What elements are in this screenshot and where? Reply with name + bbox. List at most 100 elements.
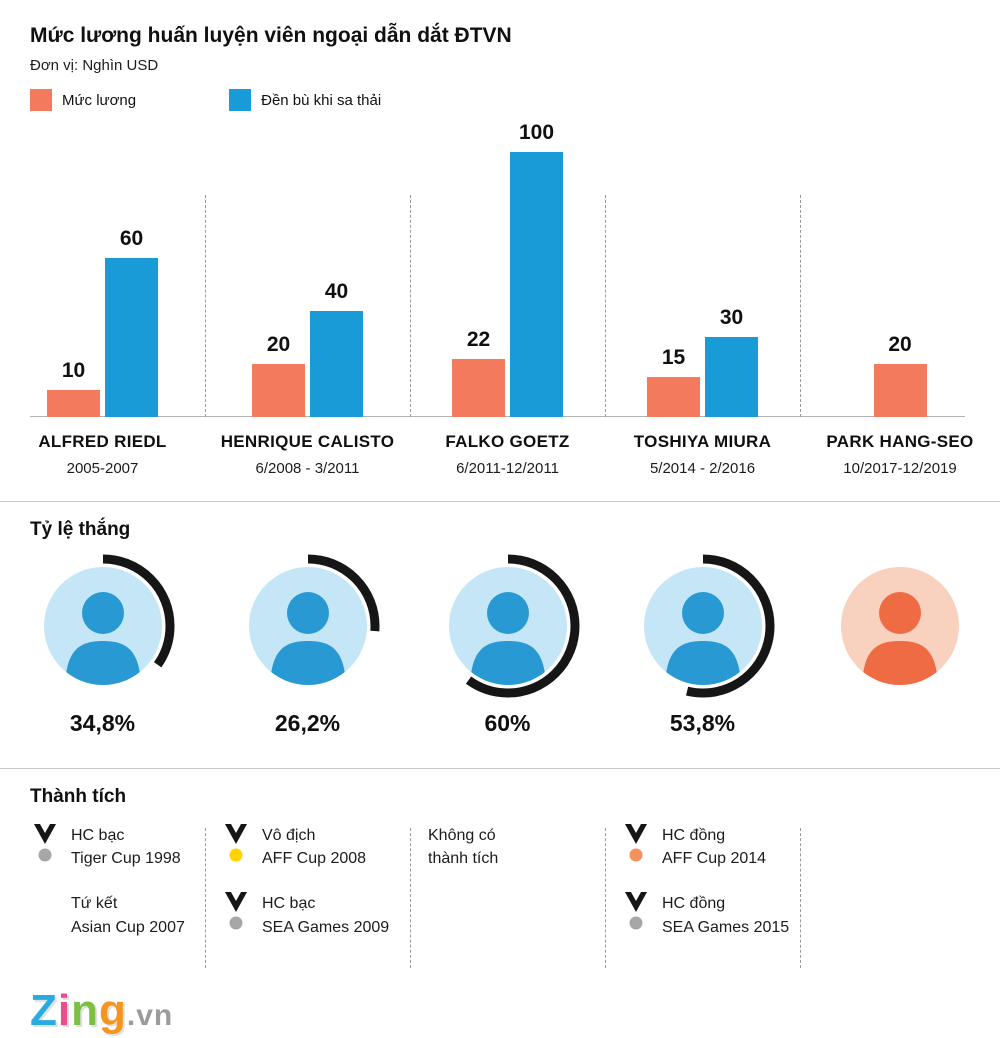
salary-bar: 22 bbox=[452, 328, 505, 417]
bar-value-label: 22 bbox=[466, 328, 491, 351]
win-rate-value: 53,8% bbox=[669, 710, 736, 736]
win-rate-heading: Tỷ lệ thắng bbox=[30, 519, 131, 540]
bar-value-label: 100 bbox=[518, 121, 555, 144]
achievement-item: Tứ kết Asian Cup 2007 bbox=[32, 892, 205, 938]
achievement-column-2: Vô địch AFF Cup 2008 HC bạc SEA Games 2009 bbox=[205, 824, 410, 939]
achievements-heading: Thành tích bbox=[30, 786, 127, 807]
severance-bar: 40 bbox=[310, 280, 363, 417]
logo-letter-z: Z bbox=[30, 986, 58, 1035]
coach-period: 2005-2007 bbox=[66, 460, 139, 477]
column-divider bbox=[410, 195, 411, 417]
achievement-column-5 bbox=[800, 824, 1000, 939]
achievement-column-4: HC đồng AFF Cup 2014 HC đồng SEA Games 2015 bbox=[605, 824, 800, 939]
unit-label: Đơn vị: Nghìn USD bbox=[30, 57, 159, 74]
achievement-item: HC bạc Tiger Cup 1998 bbox=[32, 824, 205, 870]
coach-period: 6/2011-12/2011 bbox=[456, 460, 559, 477]
achievement-line2: SEA Games 2015 bbox=[662, 918, 790, 936]
salary-bar: 20 bbox=[252, 333, 305, 417]
achievement-line2: Asian Cup 2007 bbox=[71, 918, 185, 936]
coach-name: FALKO GOETZ bbox=[445, 432, 570, 451]
bar-group-5: 20 bbox=[800, 145, 1000, 417]
achievement-text: HC bạc Tiger Cup 1998 bbox=[71, 824, 181, 870]
portrait-silhouette bbox=[469, 592, 546, 685]
severance-bar: 100 bbox=[510, 121, 563, 417]
medal-icon bbox=[625, 892, 647, 930]
logo-letter-g: g bbox=[99, 986, 127, 1035]
win-rate-item-3: 60% bbox=[410, 551, 605, 738]
header: Mức lương huấn luyện viên ngoại dẫn dắt … bbox=[0, 0, 1000, 74]
severance-bar: 30 bbox=[705, 306, 758, 417]
win-rate-item-2: 26,2% bbox=[205, 551, 410, 738]
bar-group-2: 20 40 bbox=[205, 145, 410, 417]
win-rate-value: 26,2% bbox=[274, 710, 341, 736]
achievement-line1: HC đồng bbox=[662, 827, 726, 844]
win-rate-value: 60% bbox=[484, 710, 531, 736]
coach-period: 6/2008 - 3/2011 bbox=[255, 460, 360, 477]
coach-label-5: PARK HANG-SEO 10/2017-12/2019 bbox=[800, 432, 1000, 477]
zing-logo[interactable]: Zing.vn bbox=[30, 986, 173, 1035]
bar-group-1: 10 60 bbox=[0, 145, 205, 417]
column-divider bbox=[410, 828, 411, 968]
salary-legend-label: Mức lương bbox=[62, 91, 137, 109]
severance-bar: 60 bbox=[105, 227, 158, 417]
achievement-line1: HC bạc bbox=[71, 827, 125, 844]
column-divider bbox=[605, 195, 606, 417]
achievements-columns: HC bạc Tiger Cup 1998 Tứ kết Asian Cup 2007… bbox=[0, 824, 1000, 939]
win-rate-item-5 bbox=[800, 551, 1000, 738]
bar-value-label: 10 bbox=[61, 359, 86, 382]
coach-portrait bbox=[631, 554, 774, 698]
achievement-line1: Không có bbox=[428, 827, 496, 844]
win-rate-arc bbox=[436, 554, 579, 698]
salary-bar: 10 bbox=[47, 359, 100, 417]
win-rate-value: 34,8% bbox=[69, 710, 136, 736]
coach-period: 5/2014 - 2/2016 bbox=[649, 460, 756, 477]
achievement-text: Tứ kết Asian Cup 2007 bbox=[71, 892, 185, 938]
footer: Zing.vn bbox=[0, 976, 1000, 1036]
severance-legend-swatch bbox=[229, 89, 252, 111]
achievement-line1: Tứ kết bbox=[71, 895, 118, 913]
column-divider bbox=[205, 828, 206, 968]
logo-letter-n: n bbox=[71, 986, 100, 1035]
coach-period: 10/2017-12/2019 bbox=[843, 460, 957, 477]
salary-legend-swatch bbox=[30, 89, 52, 111]
column-divider bbox=[205, 195, 206, 417]
coach-names-row: ALFRED RIEDL 2005-2007 HENRIQUE CALISTO 6/2… bbox=[0, 432, 1000, 477]
bar-value-label: 30 bbox=[719, 306, 744, 329]
coach-portrait bbox=[436, 554, 579, 698]
page-title: Mức lương huấn luyện viên ngoại dẫn dắt … bbox=[30, 24, 512, 47]
achievement-line2: AFF Cup 2008 bbox=[262, 850, 367, 868]
portrait-silhouette bbox=[269, 592, 346, 685]
coach-portrait bbox=[236, 554, 379, 698]
salary-bar: 20 bbox=[873, 333, 927, 417]
achievement-item: Vô địch AFF Cup 2008 bbox=[223, 824, 410, 870]
medal-icon bbox=[625, 824, 647, 862]
coach-label-2: HENRIQUE CALISTO 6/2008 - 3/2011 bbox=[205, 432, 410, 477]
bar-group-4: 15 30 bbox=[605, 145, 800, 417]
coach-label-4: TOSHIYA MIURA 5/2014 - 2/2016 bbox=[605, 432, 800, 477]
achievement-item: Không có thành tích bbox=[428, 824, 605, 870]
coach-name: TOSHIYA MIURA bbox=[633, 432, 772, 451]
win-rate-arc bbox=[631, 554, 774, 698]
achievement-item: HC đồng AFF Cup 2014 bbox=[623, 824, 800, 870]
achievement-item: HC đồng SEA Games 2015 bbox=[623, 892, 800, 938]
bar-group-3: 22 100 bbox=[410, 121, 605, 417]
column-divider bbox=[800, 195, 801, 417]
achievements-row: HC bạc Tiger Cup 1998 Tứ kết Asian Cup 2007… bbox=[0, 824, 1000, 976]
achievement-text: HC đồng SEA Games 2015 bbox=[662, 892, 789, 938]
achievement-text: HC bạc SEA Games 2009 bbox=[262, 892, 389, 938]
bar-value-label: 20 bbox=[266, 333, 291, 356]
win-rate-arc bbox=[236, 554, 379, 698]
section-divider bbox=[0, 768, 1000, 769]
win-rate-arc bbox=[31, 554, 174, 698]
coach-name: PARK HANG-SEO bbox=[826, 432, 974, 451]
coach-portrait bbox=[31, 554, 174, 698]
portrait-silhouette bbox=[664, 592, 741, 685]
achievement-item: HC bạc SEA Games 2009 bbox=[223, 892, 410, 938]
coach-name: HENRIQUE CALISTO bbox=[220, 432, 395, 451]
chart-legend: Mức lương Đền bù khi sa thải bbox=[0, 74, 1000, 111]
achievement-column-3: Không có thành tích bbox=[410, 824, 605, 939]
coach-name: ALFRED RIEDL bbox=[38, 432, 167, 451]
medal-icon bbox=[34, 824, 56, 862]
medal-icon bbox=[225, 892, 247, 930]
